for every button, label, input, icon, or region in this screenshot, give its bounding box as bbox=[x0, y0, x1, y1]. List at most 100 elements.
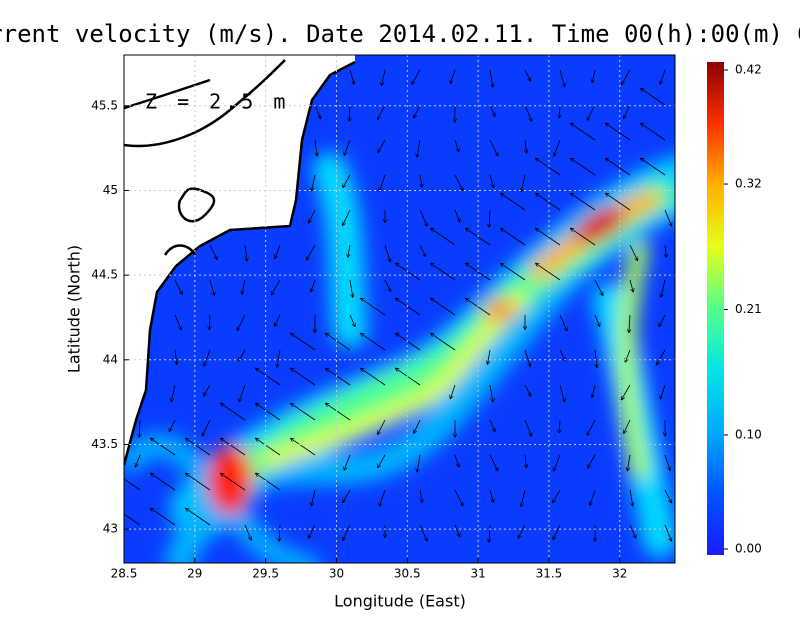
velocity-arrow bbox=[174, 314, 181, 330]
velocity-arrow bbox=[290, 438, 316, 456]
y-tick-label: 44.5 bbox=[91, 268, 118, 282]
x-tick-label: 30.5 bbox=[394, 567, 421, 581]
velocity-arrow bbox=[349, 279, 353, 298]
velocity-arrow bbox=[559, 419, 560, 433]
velocity-arrow bbox=[524, 349, 530, 367]
velocity-arrow bbox=[489, 104, 495, 117]
velocity-arrow bbox=[489, 489, 493, 503]
chart-title: Current velocity (m/s). Date 2014.02.11.… bbox=[0, 20, 800, 48]
velocity-arrow bbox=[623, 419, 631, 434]
velocity-arrow bbox=[325, 333, 351, 351]
velocity-arrow bbox=[430, 228, 456, 246]
velocity-arrow bbox=[360, 333, 386, 351]
colorbar bbox=[707, 62, 724, 555]
velocity-arrow bbox=[640, 158, 666, 176]
velocity-arrow bbox=[275, 244, 281, 259]
velocity-arrow bbox=[454, 174, 464, 191]
plot-frame bbox=[123, 54, 676, 564]
velocity-arrow bbox=[209, 279, 215, 296]
velocity-arrow bbox=[412, 69, 421, 85]
velocity-arrow bbox=[553, 524, 561, 540]
velocity-arrow bbox=[342, 489, 351, 503]
velocity-arrow bbox=[594, 279, 604, 296]
velocity-arrow bbox=[627, 454, 631, 471]
coastline bbox=[124, 60, 356, 466]
velocity-arrow bbox=[625, 349, 631, 362]
velocity-arrow bbox=[500, 263, 526, 281]
velocity-arrow bbox=[377, 104, 386, 120]
velocity-arrow bbox=[660, 69, 666, 85]
velocity-arrow bbox=[454, 209, 460, 222]
velocity-arrow bbox=[621, 384, 631, 400]
velocity-arrow bbox=[325, 368, 351, 386]
velocity-arrow bbox=[489, 139, 499, 156]
velocity-arrow bbox=[524, 104, 532, 122]
velocity-arrow bbox=[378, 139, 386, 153]
velocity-arrow bbox=[344, 139, 351, 156]
x-tick-label: 29.5 bbox=[252, 567, 279, 581]
velocity-arrow bbox=[314, 104, 321, 119]
colorbar-tick-label: 0.32 bbox=[735, 177, 762, 191]
velocity-arrow bbox=[524, 69, 532, 81]
velocity-arrow bbox=[311, 174, 316, 191]
velocity-arrow bbox=[430, 333, 456, 351]
velocity-arrow bbox=[559, 314, 567, 331]
x-tick-label: 28.5 bbox=[111, 567, 138, 581]
velocity-arrow bbox=[220, 403, 246, 421]
velocity-arrow bbox=[342, 524, 351, 541]
velocity-arrow bbox=[342, 209, 351, 226]
velocity-arrow bbox=[150, 508, 176, 526]
colorbar-tick-label: 0.21 bbox=[735, 302, 762, 316]
velocity-arrow bbox=[450, 384, 456, 399]
x-tick-label: 30 bbox=[329, 567, 344, 581]
velocity-arrow bbox=[150, 473, 176, 491]
velocity-arrow bbox=[139, 419, 140, 438]
velocity-arrow bbox=[489, 69, 493, 88]
velocity-arrow bbox=[202, 419, 211, 436]
y-axis-label: Latitude (North) bbox=[65, 245, 84, 373]
velocity-arrow bbox=[419, 244, 427, 257]
velocity-arrow bbox=[377, 419, 386, 435]
x-tick-label: 32 bbox=[612, 567, 627, 581]
velocity-arrow bbox=[236, 314, 246, 331]
velocity-arrow bbox=[220, 438, 246, 456]
velocity-arrow bbox=[274, 314, 281, 327]
velocity-arrow bbox=[204, 349, 211, 366]
colorbar-tick-label: 0.42 bbox=[735, 63, 762, 77]
colorbar-tick-label: 0.00 bbox=[735, 542, 762, 556]
velocity-field bbox=[124, 55, 675, 563]
velocity-arrow bbox=[592, 384, 596, 398]
velocity-arrow bbox=[168, 419, 176, 432]
velocity-arrow bbox=[454, 524, 460, 537]
y-tick-label: 43.5 bbox=[91, 437, 118, 451]
velocity-arrow bbox=[535, 263, 561, 281]
velocity-arrow bbox=[517, 524, 526, 538]
velocity-arrow bbox=[535, 193, 561, 211]
velocity-arrow bbox=[629, 314, 630, 333]
velocity-arrow bbox=[384, 244, 390, 262]
velocity-arrow bbox=[430, 298, 456, 316]
velocity-arrow bbox=[379, 489, 386, 507]
velocity-arrow bbox=[209, 244, 218, 260]
velocity-arrow bbox=[311, 279, 316, 292]
velocity-arrow bbox=[209, 314, 210, 330]
velocity-arrow bbox=[588, 454, 596, 468]
velocity-arrow bbox=[185, 438, 211, 456]
velocity-arrow bbox=[629, 279, 633, 292]
velocity-arrow bbox=[640, 88, 666, 106]
velocity-arrow bbox=[665, 244, 666, 258]
velocity-arrow bbox=[306, 244, 316, 260]
velocity-arrow bbox=[414, 419, 421, 433]
velocity-arrow bbox=[255, 368, 281, 386]
velocity-arrow bbox=[307, 209, 316, 223]
y-tick-label: 43 bbox=[103, 522, 118, 536]
velocity-arrow bbox=[242, 279, 246, 295]
velocity-arrow bbox=[489, 419, 495, 432]
velocity-arrow bbox=[554, 454, 561, 471]
velocity-arrow bbox=[171, 384, 176, 402]
velocity-arrow bbox=[586, 104, 596, 121]
velocity-arrow bbox=[244, 524, 251, 540]
velocity-arrow bbox=[570, 158, 596, 176]
velocity-arrow bbox=[348, 244, 351, 258]
